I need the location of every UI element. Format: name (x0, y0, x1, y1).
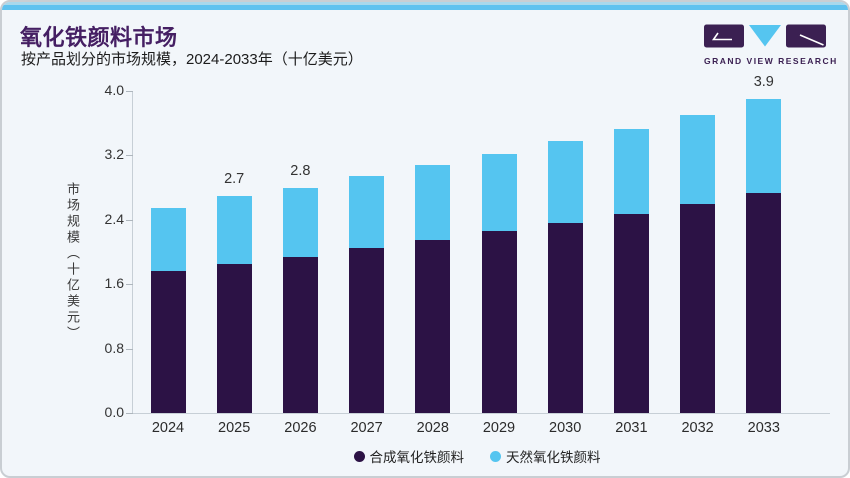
bar-segment-natural (481, 153, 517, 232)
y-tick-mark (126, 348, 133, 350)
bar-segment-synthetic (613, 214, 649, 413)
logo-g-block (704, 24, 744, 48)
x-axis-label: 2027 (350, 420, 383, 436)
y-tick-mark (126, 219, 133, 221)
gvr-logo-marks (704, 24, 826, 48)
legend-dot-icon (353, 450, 365, 462)
x-axis-label: 2028 (416, 420, 449, 436)
bar-segment-synthetic (547, 223, 583, 413)
y-axis-line (132, 91, 133, 414)
y-tick-mark (126, 284, 133, 286)
legend-label: 天然氧化铁颜料 (506, 450, 601, 465)
x-axis-line (132, 413, 830, 414)
bar-segment-synthetic (216, 264, 252, 413)
bar-total-label: 2.8 (290, 162, 311, 179)
bar-segment-natural (282, 187, 318, 257)
bar-segment-natural (613, 128, 649, 215)
bar-segment-natural (415, 165, 451, 240)
bar-segment-synthetic (481, 231, 517, 413)
bar-segment-synthetic (349, 247, 385, 413)
bar-segment-synthetic (150, 271, 186, 413)
x-axis-label: 2026 (284, 420, 317, 436)
bar-segment-natural (349, 176, 385, 248)
y-tick-label: 0.0 (104, 404, 124, 420)
bar-total-label: 3.9 (753, 74, 774, 91)
x-axis-label: 2024 (151, 420, 185, 436)
bar-segment-natural (150, 207, 186, 272)
y-axis-title: 市场规模（十亿美元） (65, 182, 80, 342)
bar-segment-synthetic (282, 256, 318, 413)
top-accent-strip (2, 2, 848, 10)
x-axis-label: 2033 (747, 420, 780, 436)
logo-wordmark: GRAND VIEW RESEARCH (704, 56, 838, 66)
bar-total-label: 2.7 (224, 170, 245, 187)
chart-legend: 合成氧化铁颜料 天然氧化铁颜料 (132, 446, 822, 466)
y-tick-label: 0.8 (104, 339, 124, 356)
gvr-logo: GRAND VIEW RESEARCH (704, 24, 838, 66)
bar-segment-natural (680, 115, 716, 204)
y-tick-label: 1.6 (104, 275, 124, 292)
x-axis-label: 2029 (482, 420, 516, 436)
bar-segment-natural (746, 99, 782, 194)
bar-segment-natural (216, 195, 252, 265)
y-tick-label: 3.2 (104, 146, 124, 163)
y-tick-label: 4.0 (104, 82, 124, 98)
x-axis-label: 2031 (615, 420, 648, 436)
logo-g-stroke (711, 32, 732, 41)
legend-item: 合成氧化铁颜料 (353, 446, 465, 466)
chart-subtitle: 按产品划分的市场规模，2024-2033年（十亿美元） (21, 51, 363, 68)
page-title: 氧化铁颜料市场 (20, 25, 178, 50)
legend-dot-icon (490, 450, 501, 462)
x-axis-label: 2030 (549, 420, 582, 436)
logo-r-stroke (799, 34, 824, 46)
bar-segment-natural (547, 140, 583, 224)
bar-segment-synthetic (680, 203, 716, 413)
bar-segment-synthetic (415, 239, 451, 413)
bar-segment-synthetic (746, 193, 782, 413)
y-tick-mark (126, 413, 133, 414)
x-axis-label: 2025 (218, 420, 251, 436)
y-tick-mark (126, 91, 133, 92)
y-tick-label: 2.4 (104, 210, 124, 227)
legend-label: 合成氧化铁颜料 (369, 450, 465, 465)
logo-v-triangle (749, 25, 781, 47)
y-tick-mark (126, 155, 133, 157)
x-axis-label: 2032 (681, 420, 714, 436)
legend-item: 天然氧化铁颜料 (490, 446, 601, 466)
